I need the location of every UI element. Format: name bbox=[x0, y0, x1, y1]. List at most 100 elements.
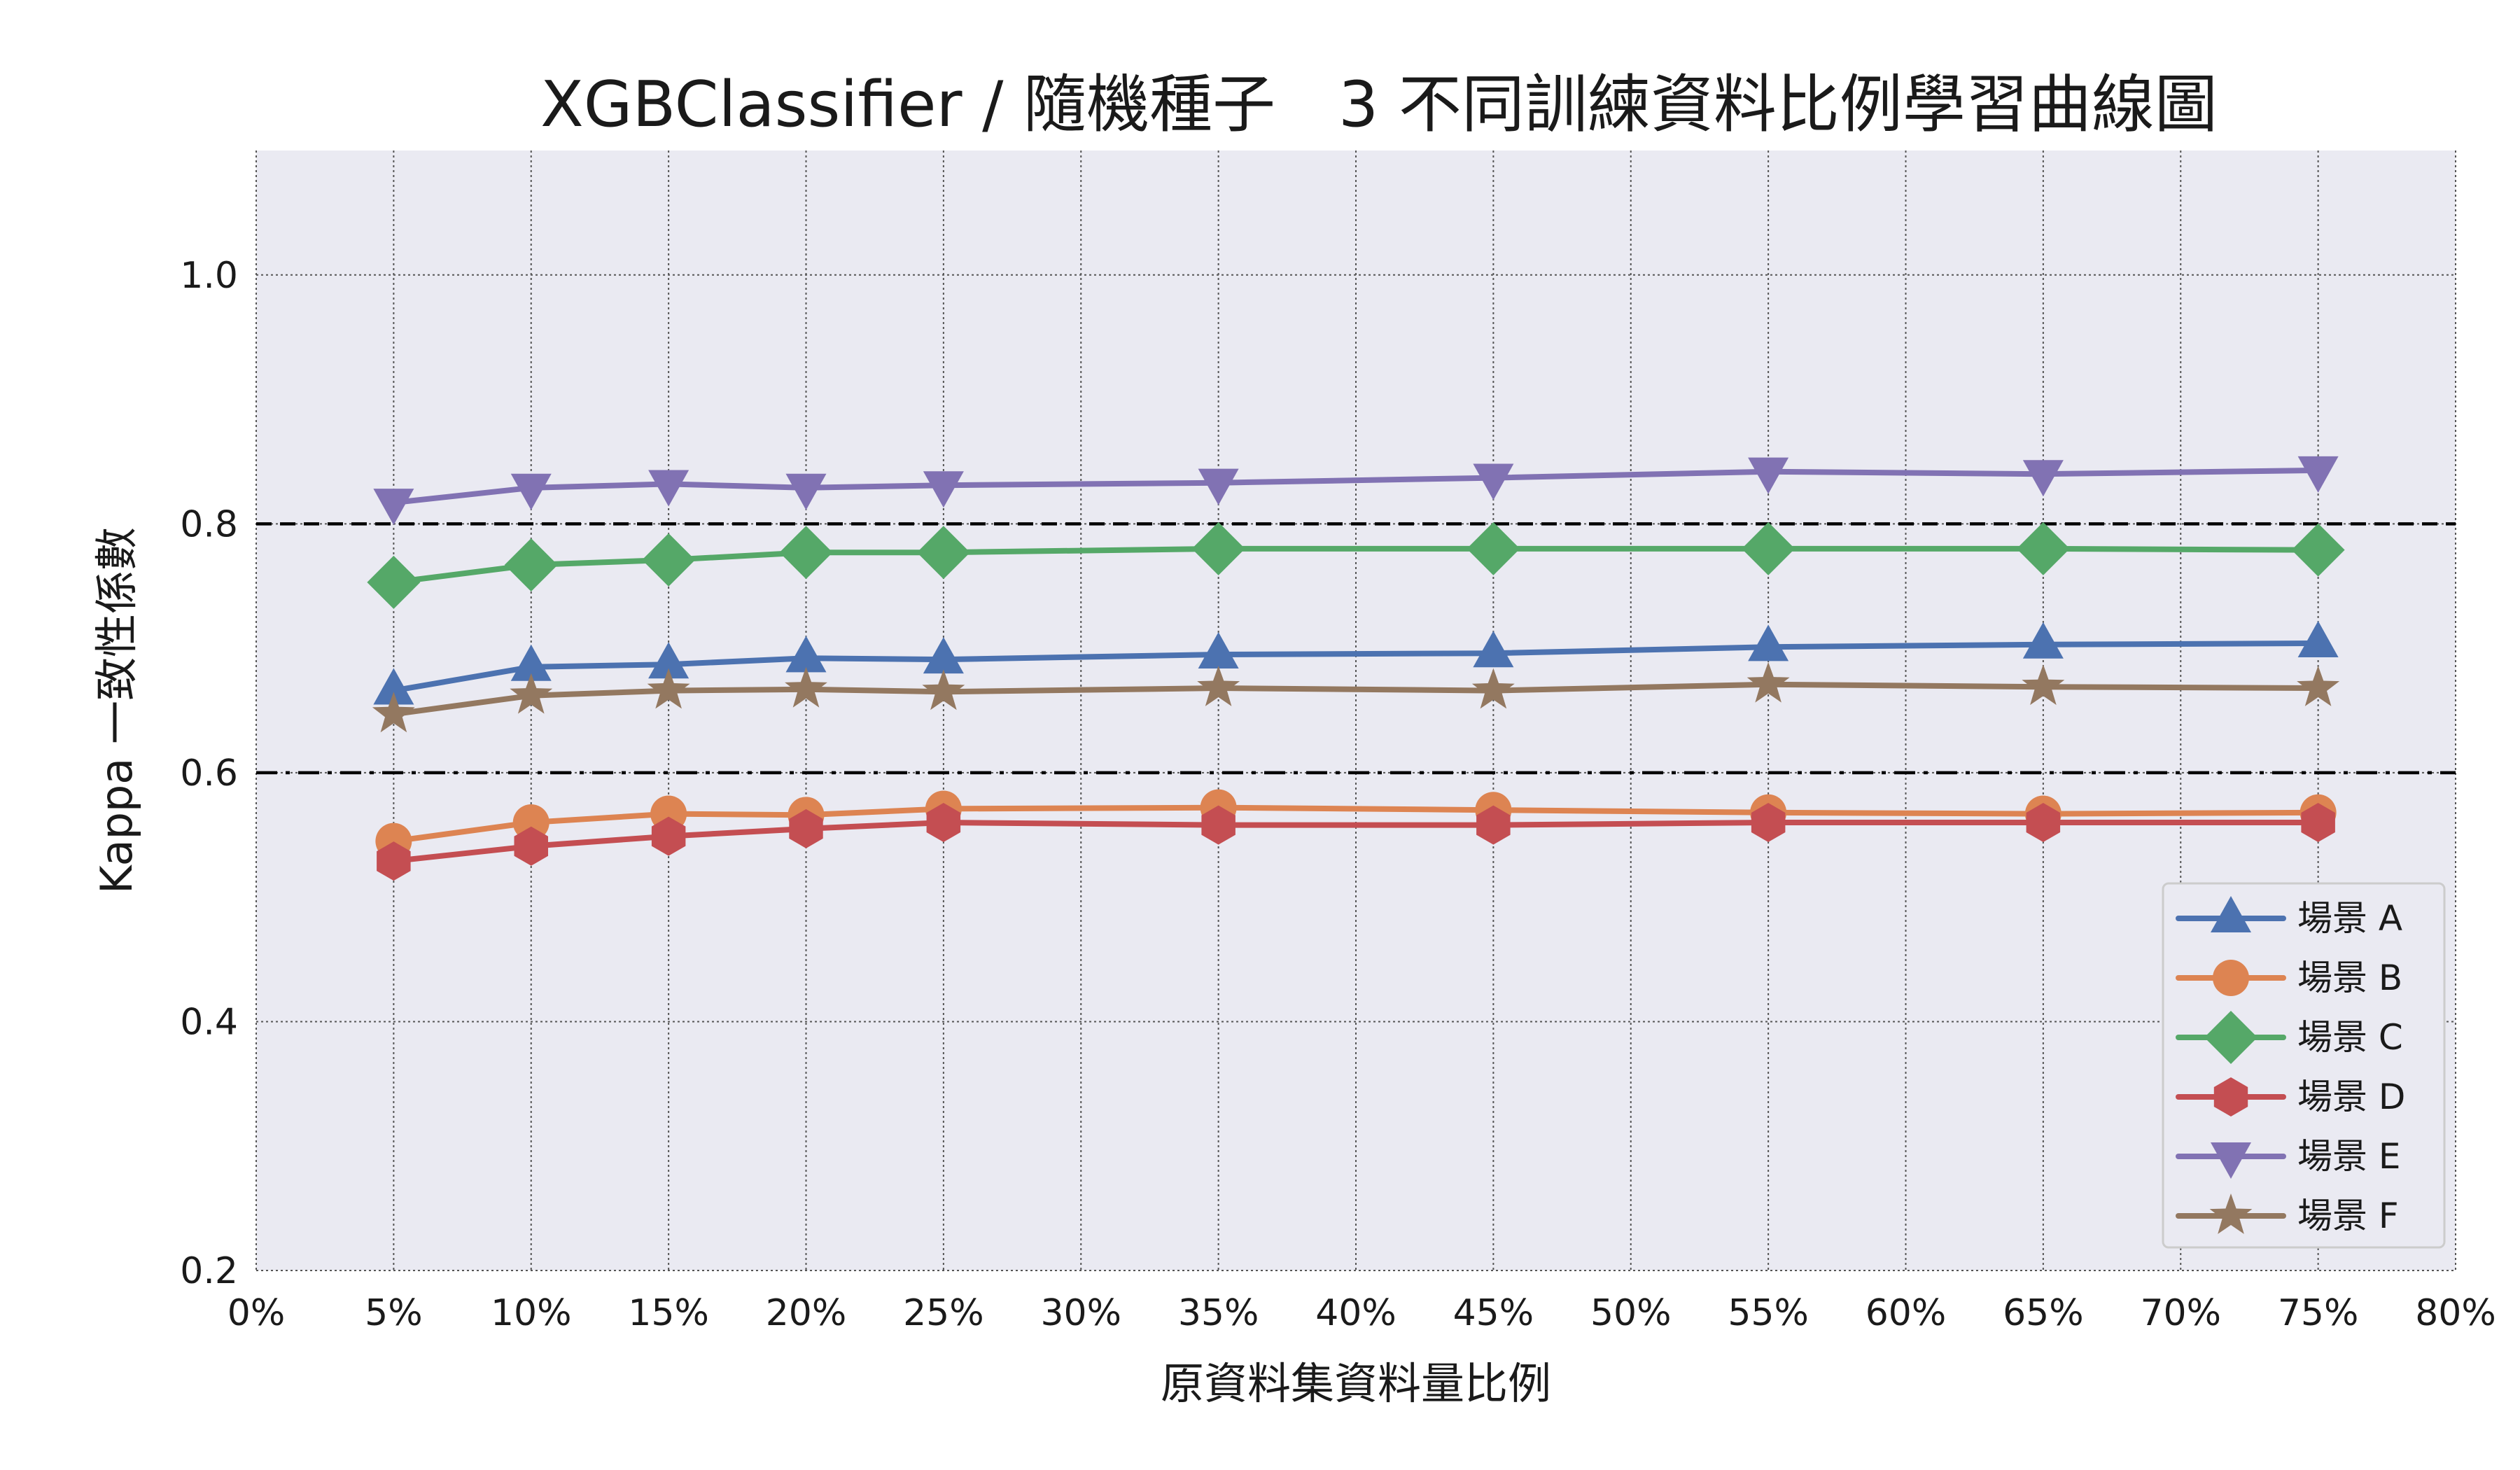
data-point-marker bbox=[923, 637, 964, 674]
series-line bbox=[391, 640, 2321, 694]
data-point-marker bbox=[648, 642, 690, 679]
data-point-marker bbox=[377, 841, 411, 881]
y-axis-ticks: 0.2 0.4 0.6 0.8 1.0 bbox=[180, 255, 238, 1292]
legend-item: 場景 C bbox=[2176, 1011, 2403, 1064]
legend-item: 場景 B bbox=[2176, 958, 2402, 998]
data-point-marker bbox=[1191, 522, 1245, 575]
x-tick-label: 0% bbox=[227, 1292, 286, 1334]
series-0 bbox=[373, 621, 2339, 705]
data-point-marker bbox=[1473, 631, 1514, 668]
series-lines bbox=[367, 456, 2345, 881]
data-point-marker bbox=[1197, 666, 1240, 706]
series-line bbox=[391, 681, 2321, 718]
data-point-marker bbox=[922, 669, 965, 710]
data-point-marker bbox=[2291, 523, 2345, 577]
legend-label: 場景 B bbox=[2297, 958, 2402, 998]
data-point-marker bbox=[510, 673, 553, 714]
chart-title: XGBClassifier / 隨機種子 3 不同訓練資料比例學習曲線圖 bbox=[540, 68, 2218, 141]
data-point-marker bbox=[923, 471, 964, 508]
x-tick-label: 30% bbox=[1040, 1292, 1121, 1334]
data-point-marker bbox=[514, 826, 548, 866]
data-point-marker bbox=[1466, 522, 1520, 575]
data-point-marker bbox=[916, 526, 970, 580]
series-line bbox=[391, 545, 2321, 585]
data-point-marker bbox=[647, 668, 690, 709]
data-point-marker bbox=[2016, 522, 2070, 575]
x-tick-label: 50% bbox=[1590, 1292, 1672, 1334]
x-tick-label: 25% bbox=[903, 1292, 984, 1334]
data-point-marker bbox=[926, 803, 961, 842]
legend-marker bbox=[2213, 1077, 2248, 1116]
data-point-marker bbox=[2026, 803, 2061, 842]
y-tick-label: 0.8 bbox=[180, 503, 238, 545]
y-tick-label: 0.2 bbox=[180, 1250, 238, 1292]
legend-items: 場景 A 場景 B 場景 C 場景 D 場景 E 場景 F bbox=[2176, 896, 2405, 1236]
x-axis-ticks: 0% 5% 10% 15% 20% 25% 30% 35% 40% 45% 50% 55% 60% 65%… bbox=[227, 1292, 2496, 1334]
data-point-marker bbox=[789, 808, 823, 848]
data-point-marker bbox=[785, 636, 827, 673]
legend-label: 場景 C bbox=[2297, 1017, 2403, 1058]
x-tick-label: 45% bbox=[1453, 1292, 1534, 1334]
x-tick-label: 40% bbox=[1315, 1292, 1396, 1334]
data-point-marker bbox=[510, 473, 552, 510]
data-point-marker bbox=[2297, 666, 2340, 706]
legend-label: 場景 D bbox=[2297, 1077, 2405, 1117]
legend-item: 場景 E bbox=[2176, 1136, 2401, 1179]
data-point-marker bbox=[785, 666, 827, 708]
series-line bbox=[391, 467, 2321, 506]
x-tick-label: 65% bbox=[2003, 1292, 2084, 1334]
x-tick-label: 70% bbox=[2140, 1292, 2221, 1334]
series-4 bbox=[373, 456, 2339, 526]
data-point-marker bbox=[651, 816, 686, 856]
x-tick-label: 60% bbox=[1865, 1292, 1947, 1334]
x-tick-label: 20% bbox=[766, 1292, 847, 1334]
x-tick-label: 5% bbox=[365, 1292, 423, 1334]
y-axis-label: Kappa 一致性係數 bbox=[91, 527, 142, 894]
data-point-marker bbox=[2022, 664, 2065, 706]
data-point-marker bbox=[1471, 668, 1515, 709]
data-point-marker bbox=[2022, 460, 2064, 497]
legend-label: 場景 E bbox=[2297, 1136, 2401, 1177]
data-point-marker bbox=[1476, 805, 1511, 845]
legend-label: 場景 F bbox=[2297, 1196, 2399, 1236]
data-point-marker bbox=[648, 470, 690, 507]
data-point-marker bbox=[1198, 468, 1239, 505]
y-tick-label: 0.4 bbox=[180, 1001, 238, 1043]
legend-item: 場景 F bbox=[2176, 1194, 2399, 1236]
legend-marker bbox=[2211, 1142, 2251, 1179]
data-point-marker bbox=[504, 538, 558, 592]
data-point-marker bbox=[1201, 805, 1236, 845]
reference-lines bbox=[256, 522, 2456, 775]
series-2 bbox=[367, 522, 2345, 609]
data-point-marker bbox=[512, 804, 550, 841]
legend-item: 場景 A bbox=[2176, 896, 2402, 939]
legend-item: 場景 D bbox=[2176, 1077, 2405, 1117]
x-tick-label: 15% bbox=[628, 1292, 709, 1334]
data-point-marker bbox=[1748, 624, 1789, 662]
data-point-marker bbox=[2297, 621, 2339, 657]
data-point-marker bbox=[510, 644, 552, 681]
data-point-marker bbox=[367, 555, 421, 609]
data-point-marker bbox=[642, 533, 696, 587]
legend-marker bbox=[2211, 896, 2251, 932]
data-point-marker bbox=[2301, 803, 2335, 842]
data-point-marker bbox=[779, 526, 833, 580]
y-tick-label: 1.0 bbox=[180, 255, 238, 297]
data-point-marker bbox=[1742, 522, 1795, 575]
legend-label: 場景 A bbox=[2297, 898, 2402, 939]
legend-marker bbox=[2209, 1194, 2253, 1234]
x-tick-label: 35% bbox=[1178, 1292, 1259, 1334]
x-axis-label: 原資料集資料量比例 bbox=[1161, 1358, 1551, 1409]
series-3 bbox=[377, 803, 2335, 881]
x-tick-label: 10% bbox=[491, 1292, 572, 1334]
x-tick-label: 80% bbox=[2415, 1292, 2496, 1334]
data-point-marker bbox=[373, 489, 414, 526]
data-point-marker bbox=[2297, 456, 2339, 493]
data-point-marker bbox=[1746, 662, 1790, 703]
series-line bbox=[391, 820, 2321, 864]
data-point-marker bbox=[373, 668, 414, 705]
y-tick-label: 0.6 bbox=[180, 752, 238, 794]
data-point-marker bbox=[785, 473, 827, 510]
grid-lines bbox=[255, 150, 2456, 1271]
